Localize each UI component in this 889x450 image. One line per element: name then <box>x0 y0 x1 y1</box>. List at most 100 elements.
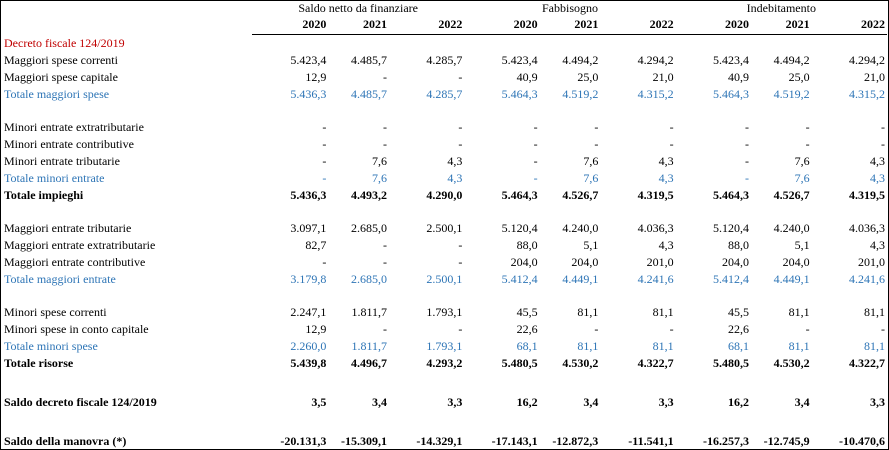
table-row: Minori spese in conto capitale 12,9 - - 22,6… <box>2 321 887 338</box>
value-cell: 4,3 <box>658 238 674 252</box>
value-cell: - <box>805 137 810 151</box>
table-row: Minori entrate contributive - - - - - - - - - <box>2 136 887 153</box>
value-cell: 5,1 <box>583 238 599 252</box>
value-cell: 16,2 <box>516 395 538 409</box>
spacer-cell <box>2 372 887 394</box>
spacer-cell <box>2 103 887 119</box>
value-cell: 7,6 <box>372 154 388 168</box>
value-cell: 3,3 <box>870 395 885 409</box>
spacer-row <box>2 411 887 433</box>
row-label: Totale minori entrate <box>4 171 105 185</box>
value-cell: 3,4 <box>583 395 599 409</box>
table-row: Saldo della manovra (*) -20.131,3 -15.309,… <box>2 433 887 450</box>
value-cell: 4.319,5 <box>637 188 674 202</box>
value-cell: 1.793,1 <box>426 305 463 319</box>
table-row: Totale minori spese 2.260,0 1.811,7 1.793,1… <box>2 338 887 355</box>
value-cell: 16,2 <box>727 395 749 409</box>
year-header: 2022 <box>600 15 676 35</box>
value-cell: 5.423,4 <box>501 53 538 67</box>
value-cell: 3,4 <box>372 395 388 409</box>
value-cell: 5.412,4 <box>712 272 749 286</box>
row-label: Maggiori entrate tributarie <box>4 221 132 235</box>
value-cell: - <box>744 154 749 168</box>
value-cell: 4.294,2 <box>849 53 885 67</box>
value-cell: 2.260,0 <box>290 339 327 353</box>
value-cell: - <box>594 322 599 336</box>
table-row: Maggiori entrate contributive - - - 204,0 204… <box>2 254 887 271</box>
row-label: Totale risorse <box>4 356 74 370</box>
value-cell: 1.793,1 <box>426 339 463 353</box>
value-cell: 7,6 <box>372 171 388 185</box>
value-cell: 4,3 <box>447 154 463 168</box>
value-cell: 4.290,0 <box>426 188 463 202</box>
value-cell: 81,1 <box>652 305 674 319</box>
value-cell: 3,5 <box>311 395 327 409</box>
value-cell: 204,0 <box>782 255 810 269</box>
value-cell: 68,1 <box>516 339 538 353</box>
group-header-row: Saldo netto da finanziare Fabbisogno Ind… <box>2 1 887 15</box>
value-cell: 25,0 <box>788 70 810 84</box>
value-cell: 3,3 <box>447 395 463 409</box>
value-cell: 5.120,4 <box>712 221 749 235</box>
value-cell: - <box>322 137 327 151</box>
spacer-row <box>2 288 887 304</box>
year-header: 2020 <box>675 15 751 35</box>
value-cell: -12.745,9 <box>763 434 810 448</box>
section-title-row: Decreto fiscale 124/2019 <box>2 35 887 53</box>
value-cell: 7,6 <box>794 154 810 168</box>
value-cell: 40,9 <box>516 70 538 84</box>
value-cell: 3,4 <box>794 395 810 409</box>
value-cell: - <box>458 255 463 269</box>
value-cell: 2.685,0 <box>351 221 388 235</box>
value-cell: -14.329,1 <box>416 434 463 448</box>
value-cell: - <box>533 154 538 168</box>
value-cell: 81,1 <box>788 305 810 319</box>
value-cell: 5.464,3 <box>712 87 749 101</box>
value-cell: 5.439,8 <box>290 356 327 370</box>
value-cell: - <box>322 171 327 185</box>
row-label: Totale maggiori entrate <box>4 272 116 286</box>
value-cell: 5.464,3 <box>501 87 538 101</box>
value-cell: 2.247,1 <box>290 305 327 319</box>
value-cell: 4.485,7 <box>351 87 388 101</box>
row-label: Minori entrate extratributarie <box>4 120 144 134</box>
value-cell: - <box>669 120 674 134</box>
row-label: Saldo decreto fiscale 124/2019 <box>4 395 157 409</box>
value-cell: 4.240,0 <box>562 221 599 235</box>
empty-corner <box>2 15 252 35</box>
value-cell: 5.423,4 <box>712 53 749 67</box>
value-cell: 12,9 <box>305 70 327 84</box>
value-cell: 4.319,5 <box>849 188 885 202</box>
value-cell: 2.685,0 <box>351 272 388 286</box>
value-cell: 4.241,6 <box>849 272 885 286</box>
value-cell: 5.436,3 <box>290 87 327 101</box>
value-cell: 7,6 <box>583 154 599 168</box>
value-cell: 5.412,4 <box>501 272 538 286</box>
value-cell: - <box>669 137 674 151</box>
value-cell: 4.322,7 <box>637 356 674 370</box>
value-cell: - <box>458 238 463 252</box>
value-cell: 2.500,1 <box>426 221 463 235</box>
value-cell: 21,0 <box>652 70 674 84</box>
value-cell: 4,3 <box>870 238 885 252</box>
value-cell: 21,0 <box>864 70 885 84</box>
value-cell: 68,1 <box>727 339 749 353</box>
value-cell: 5.436,3 <box>290 188 327 202</box>
table-row: Totale maggiori entrate 3.179,8 2.685,0 2.5… <box>2 271 887 288</box>
value-cell: - <box>805 120 810 134</box>
value-cell: 22,6 <box>516 322 538 336</box>
value-cell: 40,9 <box>727 70 749 84</box>
row-label: Minori spese in conto capitale <box>4 322 149 336</box>
value-cell: 7,6 <box>583 171 599 185</box>
value-cell: 5,1 <box>794 238 810 252</box>
value-cell: 4.036,3 <box>637 221 674 235</box>
value-cell: 88,0 <box>727 238 749 252</box>
value-cell: 4.315,2 <box>637 87 674 101</box>
value-cell: 4.494,2 <box>562 53 599 67</box>
value-cell: 4.493,2 <box>351 188 388 202</box>
value-cell: - <box>383 137 388 151</box>
value-cell: 4.293,2 <box>426 356 463 370</box>
value-cell: 45,5 <box>727 305 749 319</box>
value-cell: 4.519,2 <box>562 87 599 101</box>
empty-corner <box>2 1 252 15</box>
